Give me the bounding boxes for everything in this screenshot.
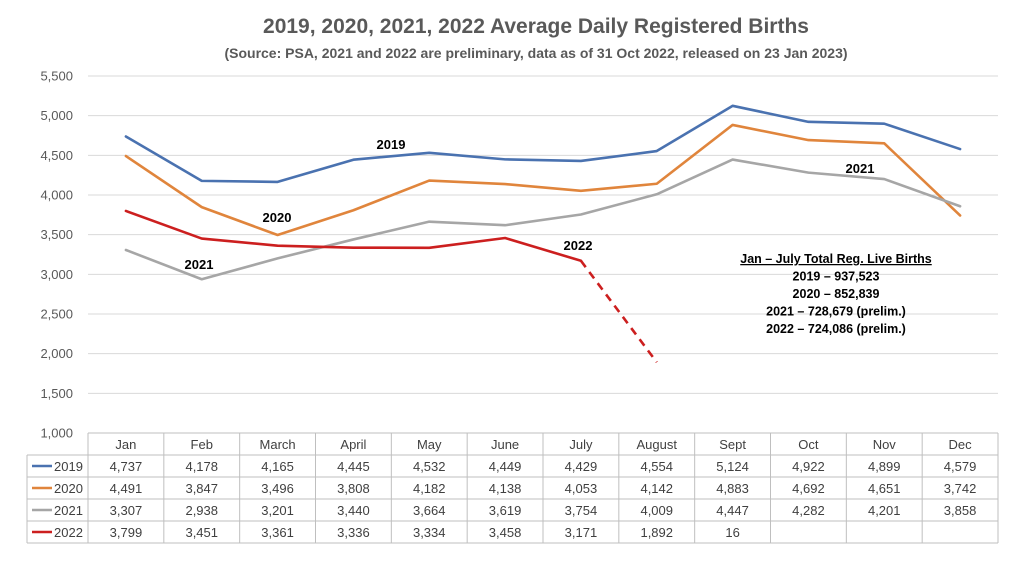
data-label: 4,445 <box>337 459 370 474</box>
data-label: 16 <box>725 525 739 540</box>
data-label: 3,171 <box>565 525 598 540</box>
data-label: 3,799 <box>110 525 143 540</box>
data-label: 3,496 <box>261 481 294 496</box>
x-tick-label: April <box>340 437 366 452</box>
x-tick-label: June <box>491 437 519 452</box>
x-tick-label: Jan <box>115 437 136 452</box>
x-tick-label: Feb <box>191 437 213 452</box>
data-label: 3,336 <box>337 525 370 540</box>
x-tick-label: March <box>260 437 296 452</box>
data-label: 2,938 <box>185 503 218 518</box>
x-tick-label: Dec <box>949 437 973 452</box>
data-label: 4,182 <box>413 481 446 496</box>
data-table: Jan Feb March April May June July August Sept Oct… <box>26 432 999 544</box>
annotation-2022: 2022 <box>564 238 593 253</box>
data-label: 4,429 <box>565 459 598 474</box>
totals-note: Jan – July Total Reg. Live Births 2019 – … <box>740 252 932 336</box>
y-axis-ticks: 1,000 1,500 2,000 2,500 3,000 3,500 4,000 4,500… <box>40 69 73 441</box>
chart-title: 2019, 2020, 2021, 2022 Average Daily Reg… <box>263 15 809 38</box>
x-tick-label: May <box>417 437 442 452</box>
x-tick-label: Nov <box>873 437 897 452</box>
chart-subtitle: (Source: PSA, 2021 and 2022 are prelimin… <box>224 45 847 61</box>
legend-label-2020: 2020 <box>54 481 83 496</box>
data-label: 4,491 <box>110 481 143 496</box>
data-label: 4,532 <box>413 459 446 474</box>
legend-label-2019: 2019 <box>54 459 83 474</box>
x-tick-label: July <box>569 437 593 452</box>
y-tick-label: 2,000 <box>40 346 73 361</box>
y-tick-label: 1,000 <box>40 426 73 441</box>
data-label: 4,922 <box>792 459 825 474</box>
annotation-2019: 2019 <box>377 137 406 152</box>
data-label: 3,440 <box>337 503 370 518</box>
y-tick-label: 1,500 <box>40 386 73 401</box>
data-label: 4,449 <box>489 459 522 474</box>
data-label: 4,009 <box>640 503 673 518</box>
series-line-2019 <box>124 104 962 184</box>
data-label: 3,754 <box>565 503 598 518</box>
data-label: 4,554 <box>640 459 673 474</box>
data-label: 3,361 <box>261 525 294 540</box>
note-heading: Jan – July Total Reg. Live Births <box>740 252 932 266</box>
note-line: 2019 – 937,523 <box>793 270 880 284</box>
y-tick-label: 2,500 <box>40 307 73 322</box>
data-label: 4,178 <box>185 459 218 474</box>
gridlines <box>88 75 998 394</box>
data-label: 4,053 <box>565 481 598 496</box>
note-line: 2021 – 728,679 (prelim.) <box>766 305 906 319</box>
data-label: 4,579 <box>944 459 977 474</box>
data-label: 1,892 <box>640 525 673 540</box>
annotation-2021: 2021 <box>185 257 214 272</box>
data-label: 4,165 <box>261 459 294 474</box>
x-tick-label: Oct <box>798 437 819 452</box>
data-label: 4,142 <box>640 481 673 496</box>
data-label: 4,899 <box>868 459 901 474</box>
data-label: 4,883 <box>716 481 749 496</box>
y-tick-label: 4,000 <box>40 188 73 203</box>
data-label: 3,808 <box>337 481 370 496</box>
data-label: 3,458 <box>489 525 522 540</box>
x-tick-label: August <box>637 437 678 452</box>
series-lines <box>124 104 962 364</box>
data-label: 3,307 <box>110 503 143 518</box>
data-label: 4,201 <box>868 503 901 518</box>
y-tick-label: 3,000 <box>40 267 73 282</box>
data-label: 3,619 <box>489 503 522 518</box>
data-label: 4,447 <box>716 503 749 518</box>
data-label: 3,858 <box>944 503 977 518</box>
data-label: 3,847 <box>185 481 218 496</box>
annotation-2021: 2021 <box>846 161 875 176</box>
line-annotations: 2019 2020 2021 2021 2022 <box>185 137 875 272</box>
y-tick-label: 3,500 <box>40 227 73 242</box>
note-line: 2020 – 852,839 <box>793 287 880 301</box>
data-label: 3,664 <box>413 503 446 518</box>
data-label: 4,138 <box>489 481 522 496</box>
series-line-2022 <box>124 209 583 263</box>
y-tick-label: 4,500 <box>40 148 73 163</box>
y-tick-label: 5,000 <box>40 108 73 123</box>
note-line: 2022 – 724,086 (prelim.) <box>766 322 906 336</box>
y-tick-label: 5,500 <box>40 69 73 84</box>
legend-label-2021: 2021 <box>54 503 83 518</box>
data-label: 3,201 <box>261 503 294 518</box>
data-label: 4,651 <box>868 481 901 496</box>
data-label: 4,737 <box>110 459 143 474</box>
data-label: 4,692 <box>792 481 825 496</box>
data-label: 3,742 <box>944 481 977 496</box>
series-dashed-2022 <box>579 259 658 364</box>
series-line-2020 <box>124 123 962 237</box>
data-label: 3,451 <box>185 525 218 540</box>
legend-label-2022: 2022 <box>54 525 83 540</box>
series-line-2021 <box>124 158 962 281</box>
data-label: 3,334 <box>413 525 446 540</box>
data-label: 5,124 <box>716 459 749 474</box>
annotation-2020: 2020 <box>263 210 292 225</box>
data-label: 4,282 <box>792 503 825 518</box>
x-tick-label: Sept <box>719 437 746 452</box>
